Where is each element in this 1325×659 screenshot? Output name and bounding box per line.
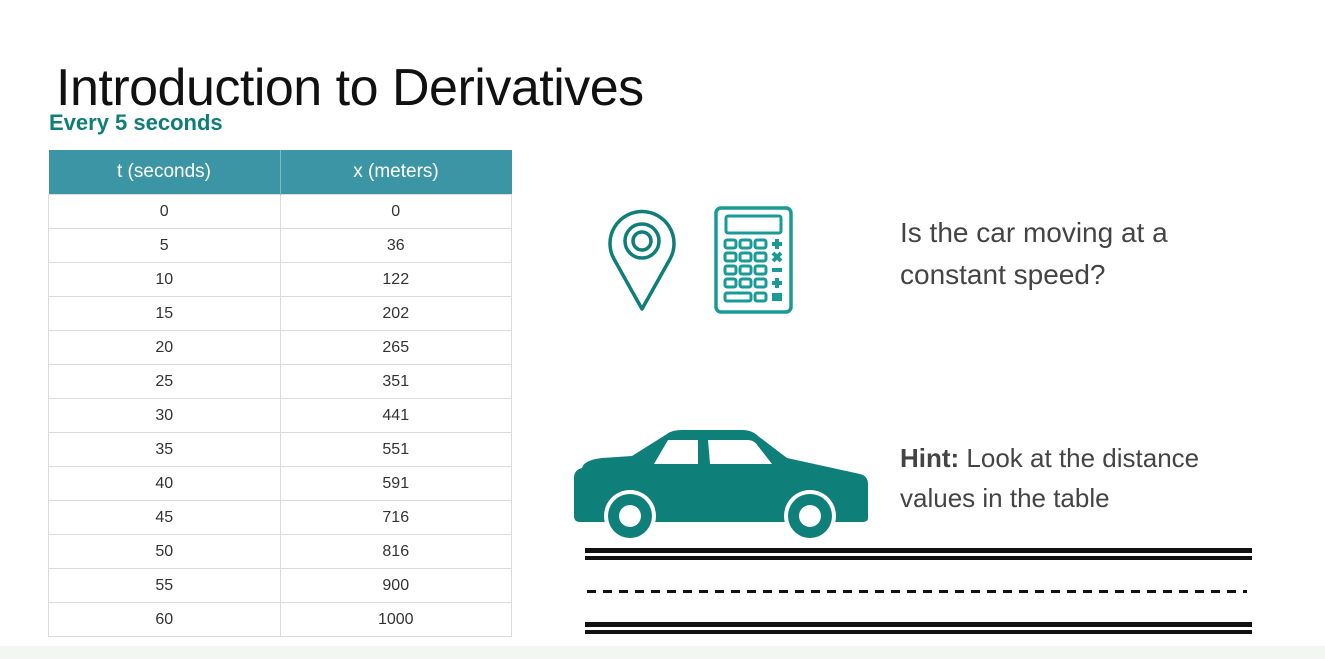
cell-x: 716 bbox=[279, 500, 512, 535]
table-header-row: t (seconds) x (meters) bbox=[48, 150, 512, 195]
data-table: t (seconds) x (meters) 0 0 5 36 10 122 15 202 20… bbox=[48, 150, 512, 637]
cell-x: 900 bbox=[279, 568, 512, 603]
cell-t: 0 bbox=[48, 194, 281, 229]
table-row: 20 265 bbox=[48, 330, 512, 365]
table-row: 40 591 bbox=[48, 466, 512, 501]
bottom-strip bbox=[0, 646, 1325, 659]
question-text: Is the car moving at a constant speed? bbox=[900, 212, 1168, 296]
cell-x: 1000 bbox=[279, 602, 512, 637]
cell-t: 40 bbox=[48, 466, 281, 501]
question-line-2: constant speed? bbox=[900, 259, 1106, 290]
road-edge-line bbox=[585, 630, 1252, 634]
hint-line-1: Hint: Look at the distance bbox=[900, 438, 1199, 478]
cell-x: 265 bbox=[279, 330, 512, 365]
table-row: 5 36 bbox=[48, 228, 512, 263]
calculator-icon bbox=[714, 206, 793, 314]
table-row: 15 202 bbox=[48, 296, 512, 331]
question-line-1: Is the car moving at a bbox=[900, 217, 1168, 248]
cell-x: 36 bbox=[279, 228, 512, 263]
cell-t: 50 bbox=[48, 534, 281, 569]
cell-x: 351 bbox=[279, 364, 512, 399]
road-center-dashed-line bbox=[587, 590, 1247, 593]
cell-t: 60 bbox=[48, 602, 281, 637]
table-row: 25 351 bbox=[48, 364, 512, 399]
cell-x: 122 bbox=[279, 262, 512, 297]
cell-t: 55 bbox=[48, 568, 281, 603]
hint-label: Hint: bbox=[900, 443, 960, 473]
cell-x: 816 bbox=[279, 534, 512, 569]
table-row: 35 551 bbox=[48, 432, 512, 467]
column-header-x: x (meters) bbox=[280, 150, 512, 195]
hint-line-2: values in the table bbox=[900, 483, 1110, 513]
road-edge-line bbox=[585, 622, 1252, 627]
car-icon bbox=[574, 430, 868, 542]
hint-text: Hint: Look at the distance values in the… bbox=[900, 438, 1199, 518]
cell-t: 15 bbox=[48, 296, 281, 331]
road-edge-line bbox=[585, 556, 1252, 560]
cell-t: 5 bbox=[48, 228, 281, 263]
column-header-t: t (seconds) bbox=[48, 150, 281, 195]
table-row: 55 900 bbox=[48, 568, 512, 603]
cell-t: 30 bbox=[48, 398, 281, 433]
table-row: 60 1000 bbox=[48, 602, 512, 637]
table-row: 45 716 bbox=[48, 500, 512, 535]
cell-t: 35 bbox=[48, 432, 281, 467]
cell-x: 591 bbox=[279, 466, 512, 501]
cell-x: 0 bbox=[279, 194, 512, 229]
cell-t: 10 bbox=[48, 262, 281, 297]
table-row: 30 441 bbox=[48, 398, 512, 433]
cell-x: 202 bbox=[279, 296, 512, 331]
cell-t: 45 bbox=[48, 500, 281, 535]
table-row: 10 122 bbox=[48, 262, 512, 297]
cell-t: 25 bbox=[48, 364, 281, 399]
cell-x: 441 bbox=[279, 398, 512, 433]
cell-x: 551 bbox=[279, 432, 512, 467]
slide-title: Introduction to Derivatives bbox=[56, 59, 644, 117]
slide-subtitle: Every 5 seconds bbox=[49, 110, 223, 135]
cell-t: 20 bbox=[48, 330, 281, 365]
table-row: 50 816 bbox=[48, 534, 512, 569]
hint-line-1-text: Look at the distance bbox=[959, 443, 1200, 473]
road-edge-line bbox=[585, 548, 1252, 553]
map-pin-icon bbox=[608, 209, 676, 311]
